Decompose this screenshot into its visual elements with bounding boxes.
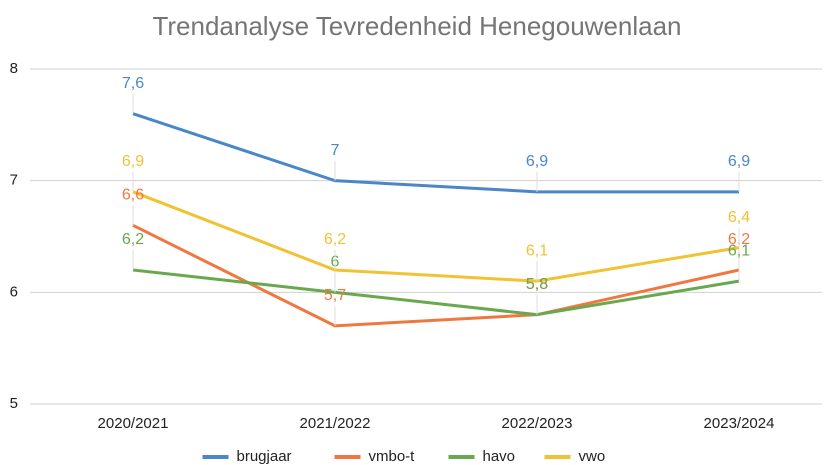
y-tick-label: 8: [10, 60, 18, 77]
data-label: 5,7: [324, 287, 346, 304]
data-label: 5,8: [526, 276, 548, 293]
data-label: 6,1: [728, 242, 750, 259]
legend-label: vwo: [579, 448, 606, 465]
y-tick-label: 6: [10, 283, 18, 300]
data-label: 6,6: [122, 187, 144, 204]
x-tick-label: 2020/2021: [98, 415, 169, 432]
data-label: 7: [331, 142, 340, 159]
legend-label: havo: [483, 448, 516, 465]
series-line: [132, 223, 740, 328]
data-label: 6,4: [728, 209, 750, 226]
data-label: 6,2: [122, 231, 144, 248]
legend-label: brugjaar: [237, 448, 292, 465]
x-tick-label: 2023/2024: [704, 415, 775, 432]
data-label: 6,9: [526, 153, 548, 170]
y-tick-label: 7: [10, 172, 18, 189]
series-line: [132, 268, 740, 317]
legend-label: vmbo-t: [369, 448, 416, 465]
series-line: [132, 190, 740, 283]
data-label: 6,9: [122, 153, 144, 170]
data-label: 6,2: [324, 231, 346, 248]
data-label: 7,6: [122, 75, 144, 92]
data-label: 5,8: [526, 276, 548, 293]
chart-title: Trendanalyse Tevredenheid Henegouwenlaan: [152, 11, 681, 41]
x-tick-label: 2021/2022: [300, 415, 371, 432]
data-label: 6,9: [728, 153, 750, 170]
x-tick-label: 2022/2023: [502, 415, 573, 432]
y-tick-label: 5: [10, 395, 18, 412]
series-line: [132, 112, 739, 194]
data-label: 6,1: [526, 242, 548, 259]
